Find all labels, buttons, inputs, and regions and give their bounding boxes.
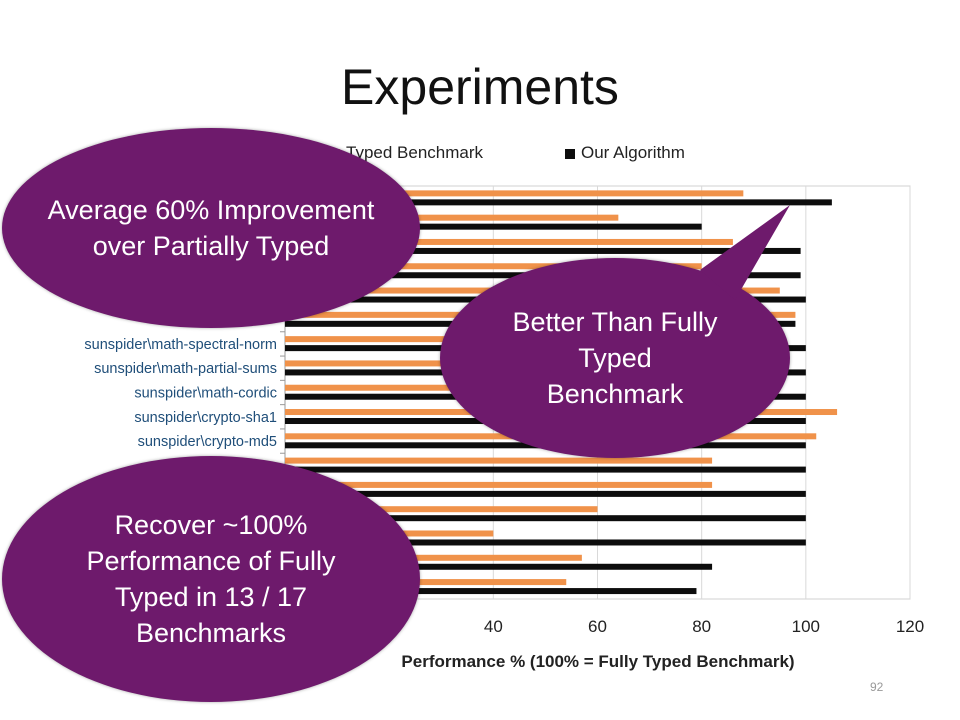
legend-swatch-black bbox=[565, 148, 575, 159]
bar-typed-benchmark bbox=[285, 506, 598, 513]
y-category-label: sunspider\crypto-sha1 bbox=[134, 410, 277, 426]
callout-recover-performance: Recover ~100% Performance of Fully Typed… bbox=[2, 456, 420, 702]
bar-our-algorithm bbox=[285, 490, 806, 497]
bar-our-algorithm bbox=[285, 539, 806, 546]
y-category-label: sunspider\crypto-md5 bbox=[138, 434, 277, 450]
bar-typed-benchmark bbox=[285, 190, 744, 197]
bar-our-algorithm bbox=[285, 466, 806, 473]
bar-typed-benchmark bbox=[285, 263, 702, 270]
callout-average-improvement: Average 60% Improvement over Partially T… bbox=[2, 128, 420, 328]
x-tick-label: 120 bbox=[896, 617, 924, 636]
y-category-label: sunspider\math-partial-sums bbox=[94, 361, 277, 377]
bar-typed-benchmark bbox=[285, 554, 582, 561]
page-number: 92 bbox=[870, 680, 884, 694]
callout-tail bbox=[700, 205, 790, 300]
x-tick-label: 100 bbox=[792, 617, 820, 636]
bar-our-algorithm bbox=[285, 515, 806, 522]
x-axis-title: Performance % (100% = Fully Typed Benchm… bbox=[401, 652, 794, 671]
bar-typed-benchmark bbox=[285, 457, 713, 464]
callout-better-text: Better Than Fully Typed Benchmark bbox=[512, 307, 718, 409]
legend-item-our-algorithm: Our Algorithm bbox=[565, 143, 685, 163]
y-category-label: sunspider\math-cordic bbox=[134, 386, 277, 402]
callout-recover-text: Recover ~100% Performance of Fully Typed… bbox=[86, 510, 336, 648]
legend-label-typed: Typed Benchmark bbox=[346, 143, 484, 162]
bar-typed-benchmark bbox=[285, 238, 733, 245]
x-tick-label: 80 bbox=[692, 617, 711, 636]
bar-typed-benchmark bbox=[285, 214, 619, 221]
callout-average-text: Average 60% Improvement over Partially T… bbox=[47, 195, 375, 261]
bar-typed-benchmark bbox=[285, 481, 713, 488]
bar-typed-benchmark bbox=[285, 579, 567, 586]
bar-our-algorithm bbox=[285, 588, 697, 595]
x-tick-label: 60 bbox=[588, 617, 607, 636]
bar-our-algorithm bbox=[285, 563, 713, 570]
bar-our-algorithm bbox=[285, 199, 832, 206]
legend-label-ours: Our Algorithm bbox=[581, 143, 685, 162]
bar-our-algorithm bbox=[285, 247, 801, 254]
slide-title: Experiments bbox=[341, 59, 619, 115]
x-tick-label: 40 bbox=[484, 617, 503, 636]
y-category-label: sunspider\math-spectral-norm bbox=[84, 337, 277, 353]
bar-our-algorithm bbox=[285, 223, 702, 230]
